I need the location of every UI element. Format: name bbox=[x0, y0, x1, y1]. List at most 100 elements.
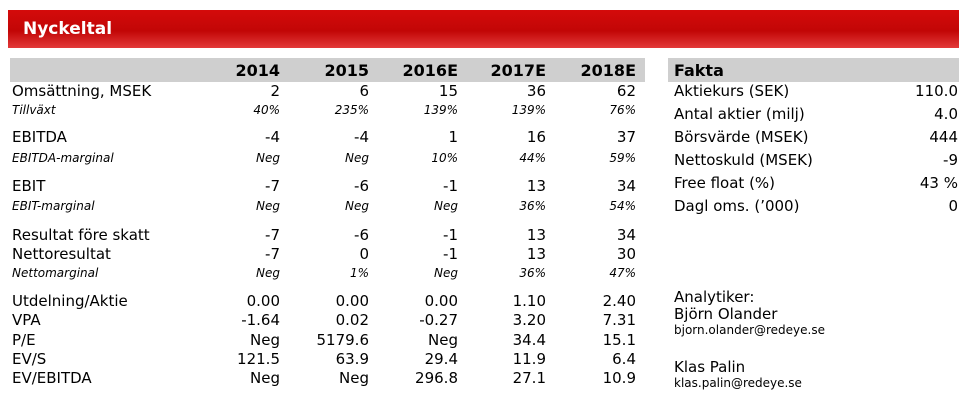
cell-value: 44% bbox=[519, 151, 546, 165]
cell-value: -4 bbox=[265, 128, 280, 146]
cell-value: 6.4 bbox=[612, 350, 636, 368]
cell-value: 10.9 bbox=[602, 369, 636, 387]
cell-value: 59% bbox=[609, 151, 636, 165]
year-header: 2018E bbox=[580, 61, 636, 80]
cell-value: -1 bbox=[443, 226, 458, 244]
cell-value: Neg bbox=[256, 266, 280, 280]
fakta-value: 43 % bbox=[919, 174, 958, 192]
cell-value: -1.64 bbox=[241, 311, 280, 329]
cell-value: -7 bbox=[265, 177, 280, 195]
row-label: Nettomarginal bbox=[12, 266, 99, 280]
cell-value: 13 bbox=[526, 245, 546, 263]
row-label: P/E bbox=[12, 331, 36, 349]
fakta-title: Fakta bbox=[674, 61, 724, 80]
fakta-label: Dagl oms. (’000) bbox=[674, 197, 800, 215]
cell-value: 0.00 bbox=[335, 292, 369, 310]
cell-value: 0.02 bbox=[335, 311, 369, 329]
cell-value: 235% bbox=[334, 103, 369, 117]
fakta-label: Antal aktier (milj) bbox=[674, 105, 805, 123]
fakta-label: Börsvärde (MSEK) bbox=[674, 128, 809, 146]
cell-value: 1.10 bbox=[512, 292, 546, 310]
cell-value: 6 bbox=[359, 82, 369, 100]
cell-value: 5179.6 bbox=[316, 331, 370, 349]
cell-value: 54% bbox=[609, 199, 636, 213]
cell-value: Neg bbox=[434, 266, 458, 280]
cell-value: 1 bbox=[448, 128, 458, 146]
row-label: Tillväxt bbox=[12, 103, 56, 117]
row-label: Omsättning, MSEK bbox=[12, 82, 152, 100]
cell-value: 34 bbox=[616, 226, 636, 244]
cell-value: 13 bbox=[526, 226, 546, 244]
analyst-email[interactable]: bjorn.olander@redeye.se bbox=[674, 323, 825, 337]
cell-value: Neg bbox=[256, 199, 280, 213]
cell-value: -1 bbox=[443, 177, 458, 195]
cell-value: 36% bbox=[519, 266, 546, 280]
cell-value: 13 bbox=[526, 177, 546, 195]
cell-value: -0.27 bbox=[419, 311, 458, 329]
analyst-email[interactable]: klas.palin@redeye.se bbox=[674, 376, 802, 390]
cell-value: 1% bbox=[349, 266, 369, 280]
cell-value: 40% bbox=[253, 103, 280, 117]
cell-value: 30 bbox=[616, 245, 636, 263]
cell-value: 16 bbox=[526, 128, 546, 146]
cell-value: Neg bbox=[345, 151, 369, 165]
row-label: EV/EBITDA bbox=[12, 369, 92, 387]
fakta-value: -9 bbox=[943, 151, 958, 169]
fakta-header-bar bbox=[668, 58, 959, 82]
cell-value: 296.8 bbox=[415, 369, 458, 387]
analyst-name: Klas Palin bbox=[674, 358, 746, 376]
row-label: EV/S bbox=[12, 350, 47, 368]
cell-value: 76% bbox=[609, 103, 636, 117]
cell-value: 34 bbox=[616, 177, 636, 195]
cell-value: -7 bbox=[265, 245, 280, 263]
page-title: Nyckeltal bbox=[23, 19, 113, 39]
analyst-name: Björn Olander bbox=[674, 305, 778, 323]
cell-value: 7.31 bbox=[602, 311, 636, 329]
table-header-bar bbox=[10, 58, 645, 82]
cell-value: -4 bbox=[354, 128, 369, 146]
row-label: EBITDA-marginal bbox=[12, 151, 114, 165]
cell-value: 27.1 bbox=[512, 369, 546, 387]
fakta-value: 444 bbox=[929, 128, 958, 146]
year-header: 2017E bbox=[490, 61, 546, 80]
cell-value: -7 bbox=[265, 226, 280, 244]
row-label: Resultat före skatt bbox=[12, 226, 150, 244]
row-label: EBIT-marginal bbox=[12, 199, 95, 213]
cell-value: Neg bbox=[339, 369, 369, 387]
cell-value: 2.40 bbox=[602, 292, 636, 310]
row-label: EBIT bbox=[12, 177, 46, 195]
fakta-value: 110.0 bbox=[915, 82, 958, 100]
cell-value: 139% bbox=[511, 103, 546, 117]
year-header: 2015 bbox=[324, 61, 369, 80]
cell-value: 15 bbox=[438, 82, 458, 100]
cell-value: 29.4 bbox=[424, 350, 458, 368]
cell-value: Neg bbox=[345, 199, 369, 213]
fakta-value: 4.0 bbox=[934, 105, 958, 123]
row-label: VPA bbox=[12, 311, 41, 329]
cell-value: 36 bbox=[526, 82, 546, 100]
cell-value: 37 bbox=[616, 128, 636, 146]
fakta-value: 0 bbox=[948, 197, 958, 215]
cell-value: 11.9 bbox=[512, 350, 546, 368]
cell-value: Neg bbox=[428, 331, 458, 349]
cell-value: Neg bbox=[256, 151, 280, 165]
cell-value: 62 bbox=[616, 82, 636, 100]
cell-value: Neg bbox=[434, 199, 458, 213]
cell-value: 0.00 bbox=[246, 292, 280, 310]
cell-value: 63.9 bbox=[335, 350, 369, 368]
cell-value: 0.00 bbox=[424, 292, 458, 310]
cell-value: 34.4 bbox=[512, 331, 546, 349]
cell-value: 2 bbox=[270, 82, 280, 100]
cell-value: 3.20 bbox=[512, 311, 546, 329]
cell-value: 121.5 bbox=[237, 350, 280, 368]
cell-value: 36% bbox=[519, 199, 546, 213]
row-label: Nettoresultat bbox=[12, 245, 111, 263]
cell-value: -6 bbox=[354, 226, 369, 244]
fakta-label: Nettoskuld (MSEK) bbox=[674, 151, 813, 169]
cell-value: Neg bbox=[250, 369, 280, 387]
cell-value: Neg bbox=[250, 331, 280, 349]
year-header: 2014 bbox=[235, 61, 280, 80]
row-label: EBITDA bbox=[12, 128, 67, 146]
row-label: Utdelning/Aktie bbox=[12, 292, 128, 310]
fakta-label: Aktiekurs (SEK) bbox=[674, 82, 790, 100]
